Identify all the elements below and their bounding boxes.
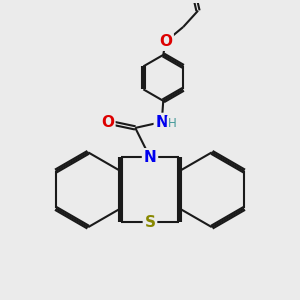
- Text: S: S: [145, 214, 155, 230]
- Text: N: N: [144, 150, 156, 165]
- Text: N: N: [155, 115, 168, 130]
- Text: O: O: [101, 115, 114, 130]
- Text: O: O: [159, 34, 172, 49]
- Text: H: H: [168, 117, 176, 130]
